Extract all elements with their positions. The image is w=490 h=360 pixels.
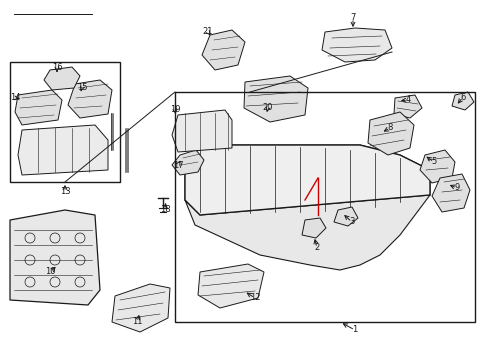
Polygon shape (420, 150, 455, 183)
Polygon shape (202, 30, 245, 70)
Polygon shape (185, 145, 430, 215)
Polygon shape (112, 284, 170, 332)
Text: 9: 9 (454, 184, 460, 193)
Bar (10, 62, 120, 182)
Polygon shape (198, 264, 264, 308)
Text: 2: 2 (315, 243, 319, 252)
Polygon shape (322, 28, 392, 62)
Text: 15: 15 (77, 84, 87, 93)
Text: 21: 21 (203, 27, 213, 36)
Text: 19: 19 (170, 105, 180, 114)
Text: 16: 16 (51, 63, 62, 72)
Text: 8: 8 (387, 123, 392, 132)
Text: 7: 7 (350, 13, 356, 22)
Polygon shape (18, 125, 108, 175)
Polygon shape (185, 145, 430, 270)
Polygon shape (432, 174, 470, 212)
Text: 4: 4 (405, 95, 411, 104)
Text: 20: 20 (263, 104, 273, 112)
Polygon shape (68, 80, 112, 118)
Text: 12: 12 (250, 293, 260, 302)
Text: 18: 18 (160, 206, 171, 215)
Polygon shape (15, 90, 62, 125)
Bar (175, 92, 475, 322)
Polygon shape (172, 150, 204, 175)
Polygon shape (44, 67, 80, 90)
Polygon shape (244, 76, 308, 122)
Text: 5: 5 (431, 158, 437, 166)
Text: 11: 11 (132, 318, 142, 327)
Text: 6: 6 (460, 93, 465, 102)
Text: 1: 1 (352, 325, 358, 334)
Polygon shape (452, 92, 474, 110)
Polygon shape (368, 112, 414, 155)
Text: 10: 10 (45, 267, 55, 276)
Text: 14: 14 (10, 94, 20, 103)
Polygon shape (302, 218, 326, 238)
Text: 3: 3 (349, 217, 355, 226)
Polygon shape (10, 210, 100, 305)
Polygon shape (334, 207, 358, 226)
Text: 13: 13 (60, 188, 70, 197)
Text: 17: 17 (172, 161, 183, 170)
Polygon shape (394, 95, 422, 118)
Polygon shape (172, 110, 232, 152)
